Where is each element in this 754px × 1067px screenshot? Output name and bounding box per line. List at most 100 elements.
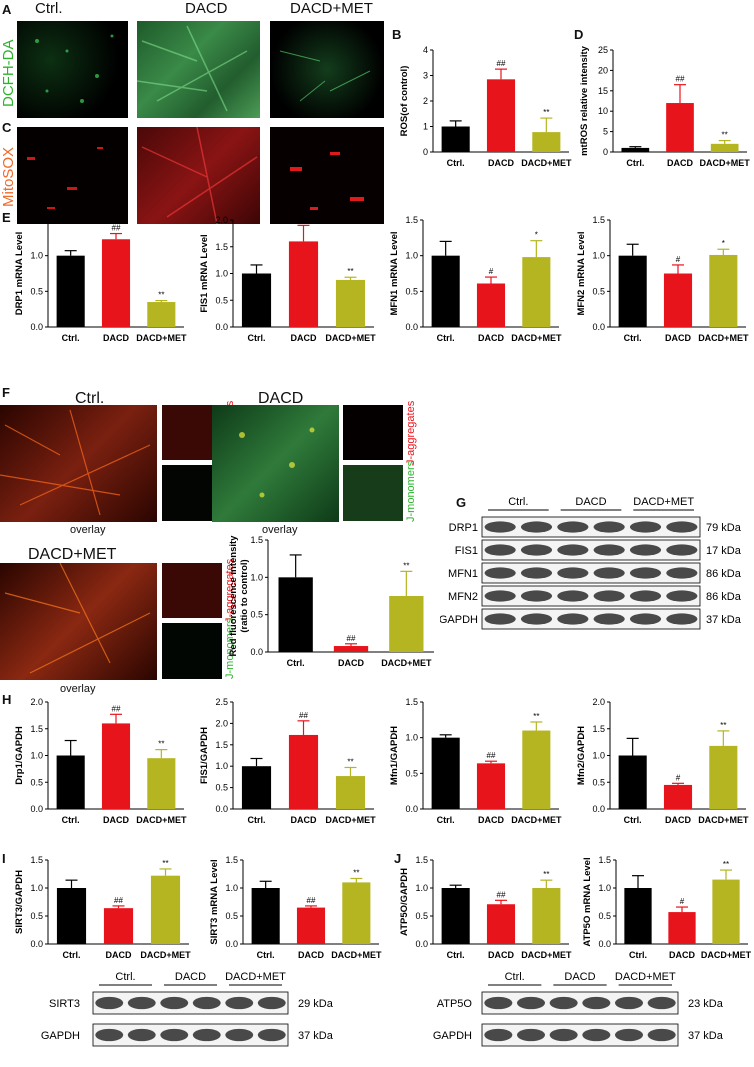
x-tick-label: DACD+MET	[521, 950, 572, 960]
y-tick-label: 1.0	[415, 883, 428, 893]
significance-mark: **	[347, 267, 353, 276]
blot-kda-label: 23 kDa	[688, 998, 724, 1010]
bar	[335, 776, 366, 809]
y-tick-label: 2.0	[215, 215, 228, 225]
blot-g: Ctrl. DACD DACD+MET DRP1 79 kDa FIS1 17 kDa MFN…	[439, 493, 750, 733]
blot-band	[666, 521, 698, 533]
significance-mark: #	[680, 897, 685, 906]
x-tick-label: Ctrl.	[624, 815, 642, 825]
blot-band	[582, 1028, 611, 1042]
panel-label-f: F	[2, 385, 10, 400]
significance-mark: **	[162, 859, 168, 868]
blot-band	[517, 1028, 545, 1042]
x-tick-label: Ctrl.	[624, 333, 642, 343]
bar	[476, 283, 506, 327]
significance-mark: **	[403, 561, 409, 570]
bar	[710, 143, 739, 152]
y-tick-label: 1.5	[592, 215, 605, 225]
bar	[663, 784, 693, 809]
y-tick-label: 1.0	[30, 251, 43, 261]
bar	[441, 888, 470, 944]
significance-mark: ##	[112, 224, 121, 233]
chart-j1: 0.0 0.5 1.0 1.5 ATP5O/GAPDH Ctrl. ## DACD ** DACD…	[399, 855, 572, 960]
y-tick-label: 2.0	[592, 697, 605, 707]
blot-band	[484, 521, 516, 533]
chart-b: 0 1 2 3 4 ROS(of control) Ctrl. ## DACD ** DACD+ME…	[399, 45, 572, 168]
dcfh-da-label: DCFH-DA	[0, 39, 17, 107]
y-tick-label: 1.5	[250, 535, 263, 545]
y-tick-label: 3	[423, 71, 428, 81]
bar	[476, 763, 506, 809]
y-tick-label: 0	[423, 147, 428, 157]
y-tick-label: 1	[423, 122, 428, 132]
chart-e4: 0.0 0.5 1.0 1.5 MFN2 mRNA Level Ctrl. # DACD * DA…	[576, 215, 749, 343]
y-tick-label: 0.5	[30, 911, 43, 921]
micro-a-col-ctrl: Ctrl.	[35, 0, 63, 17]
y-tick-label: 0.0	[215, 322, 228, 332]
bar	[288, 734, 319, 809]
bar	[709, 745, 738, 809]
panel-label-h: H	[2, 692, 12, 707]
significance-mark: **	[722, 131, 728, 140]
significance-mark: **	[533, 712, 539, 721]
y-tick-label: 1.0	[598, 883, 611, 893]
y-tick-label: 1.5	[30, 215, 43, 225]
blot-band	[225, 1028, 254, 1042]
y-tick-label: 0.5	[250, 610, 263, 620]
x-tick-label: Ctrl.	[437, 333, 455, 343]
blot-band	[666, 590, 698, 602]
micro-f-met-red	[162, 563, 222, 618]
blot-band	[484, 567, 516, 579]
x-tick-label: DACD+MET	[701, 950, 752, 960]
y-tick-label: 5	[603, 127, 608, 137]
bar	[431, 737, 460, 809]
micro-c-met	[270, 127, 384, 224]
significance-mark: ##	[347, 634, 356, 643]
y-tick-label: 0.5	[592, 286, 605, 296]
chart-e2: 0.0 0.5 1.0 1.5 2.0 FIS1 mRNA Level Ctrl. ## DAC…	[199, 215, 376, 343]
x-tick-label: Ctrl.	[257, 950, 275, 960]
y-tick-label: 1.5	[405, 215, 418, 225]
y-axis-label: MFN1 mRNA Level	[389, 231, 400, 315]
y-tick-label: 0.5	[592, 777, 605, 787]
blot-band	[484, 613, 516, 625]
x-tick-label: DACD	[488, 158, 514, 168]
blot-band	[615, 1028, 643, 1042]
panel-label-b: B	[392, 27, 402, 42]
micro-f-met-title: DACD+MET	[28, 546, 117, 563]
y-tick-label: 0.5	[30, 286, 43, 296]
blot-band	[484, 544, 516, 556]
blot-band	[484, 996, 513, 1010]
blot-row-label: SIRT3	[49, 998, 80, 1010]
y-tick-label: 15	[598, 86, 608, 96]
x-tick-label: Ctrl.	[62, 333, 80, 343]
blot-row-label: FIS1	[455, 545, 478, 557]
blot-band	[629, 613, 662, 625]
blot-i-svg: Ctrl. DACD DACD+MET SIRT3 29 kDa GAPDH 37 kDa	[41, 971, 334, 1047]
y-tick-label: 1.5	[598, 855, 611, 865]
blot-band	[557, 544, 589, 556]
chart-h3: 0.0 0.5 1.0 1.5 Mfn1/GAPDH Ctrl. ## DACD ** DACD+…	[389, 697, 562, 825]
y-tick-label: 2.5	[215, 697, 228, 707]
y-tick-label: 1.0	[250, 572, 263, 582]
blot-group-label: Ctrl.	[508, 496, 528, 508]
panel-label-i: I	[2, 851, 6, 866]
y-axis-label: Mfn2/GAPDH	[576, 726, 587, 785]
micro-f-dacd-overlay	[212, 405, 339, 522]
bar	[712, 879, 740, 944]
micro-f-dacd-jagg: J-aggregates	[405, 400, 417, 465]
bar	[288, 241, 319, 327]
y-tick-label: 0	[603, 147, 608, 157]
micro-f-dacd-jmono: J-monomers	[405, 460, 417, 522]
x-tick-label: DACD+MET	[136, 815, 187, 825]
y-tick-label: 0.5	[598, 911, 611, 921]
y-tick-label: 0.5	[215, 783, 228, 793]
y-tick-label: 1.0	[215, 761, 228, 771]
blot-band	[557, 521, 589, 533]
bar	[618, 755, 647, 809]
bar	[709, 254, 738, 327]
panel-label-d: D	[574, 27, 584, 42]
chart-d: 0 5 10 15 20 25 mtROS relative intensity Ctrl. #…	[579, 45, 750, 168]
y-tick-label: 4	[423, 45, 428, 55]
bar	[486, 79, 516, 152]
